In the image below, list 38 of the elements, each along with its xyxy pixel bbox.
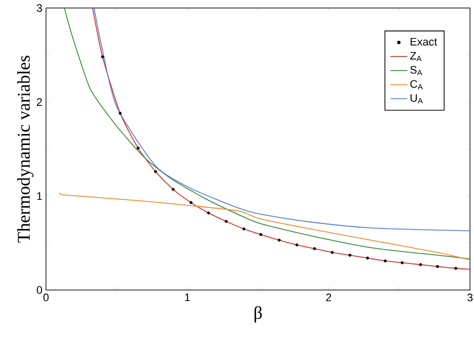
line-series <box>60 192 470 260</box>
point <box>118 112 122 115</box>
point <box>259 233 262 236</box>
point <box>366 256 370 260</box>
point <box>454 266 458 270</box>
point <box>313 247 316 250</box>
point <box>172 188 175 191</box>
y-tick-label: 2 <box>36 98 42 106</box>
x-tick-label: 3 <box>467 294 473 302</box>
point <box>242 227 246 230</box>
legend-label: Exact <box>410 38 438 46</box>
legend-label: Z$_{A}$ <box>410 52 422 62</box>
point <box>419 263 422 266</box>
point <box>190 201 193 204</box>
point <box>330 250 334 254</box>
point <box>101 55 104 58</box>
point <box>154 170 158 174</box>
point <box>400 261 404 264</box>
y-axis-title: Thermodynamic variables <box>17 56 34 243</box>
y-tick-label: 0 <box>36 286 42 294</box>
x-tick-label: 1 <box>185 294 190 302</box>
point <box>295 243 298 246</box>
legend-label: C$_{A}$ <box>410 80 423 90</box>
point <box>207 211 210 214</box>
y-tick-label: 3 <box>36 4 42 12</box>
x-tick-label: 2 <box>326 294 332 302</box>
line-series <box>94 8 470 232</box>
x-tick-label: 0 <box>43 294 49 302</box>
point <box>136 146 140 150</box>
legend-label: S$_{A}$ <box>410 66 422 76</box>
point <box>436 265 439 268</box>
x-axis-title: β <box>254 306 262 323</box>
point <box>348 254 352 257</box>
point <box>384 259 387 262</box>
point <box>278 238 281 242</box>
legend-label: U$_{A}$ <box>410 94 423 104</box>
point <box>224 220 228 223</box>
y-tick-label: 1 <box>37 192 42 200</box>
